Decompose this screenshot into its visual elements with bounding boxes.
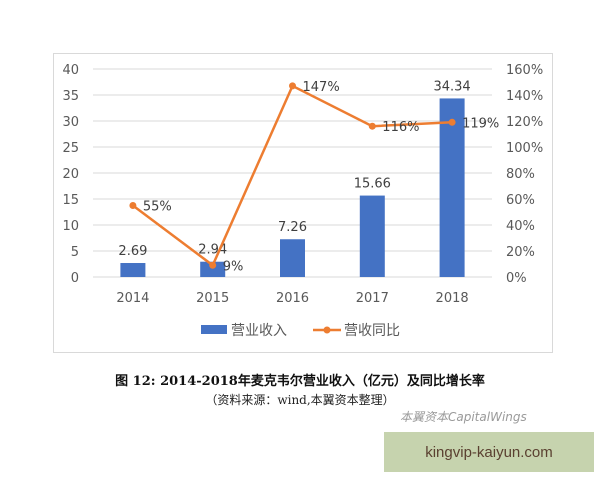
legend-swatch-bar (201, 325, 227, 334)
chart-frame (53, 53, 553, 353)
y-tick-label: 30 (62, 115, 79, 130)
x-tick-label: 2017 (356, 291, 389, 306)
bar-revenue (359, 195, 385, 277)
y-tick-label: 10 (62, 219, 79, 234)
y-tick-label: 35 (62, 89, 79, 104)
bar-data-label: 15.66 (354, 177, 391, 192)
y-tick-label: 15 (62, 193, 79, 208)
line-point (368, 122, 376, 130)
bar-data-label: 7.26 (278, 220, 307, 235)
y2-tick-label: 100% (506, 141, 543, 156)
bar-data-label: 34.34 (433, 79, 470, 94)
line-yoy-growth (132, 84, 453, 268)
figure-caption: 图 12: 2014-2018年麦克韦尔营业收入（亿元）及同比增长率 (115, 374, 485, 389)
line-data-label: 9% (223, 259, 244, 274)
bar-revenue (120, 263, 146, 277)
y-tick-label: 5 (71, 245, 79, 260)
y-tick-label: 0 (71, 271, 79, 286)
y-tick-label: 25 (62, 141, 79, 156)
y-tick-label: 40 (62, 63, 79, 78)
legend-label-bar: 营业收入 (231, 323, 287, 339)
x-tick-label: 2014 (116, 291, 149, 306)
line-data-label: 116% (382, 120, 419, 135)
line-data-label: 119% (462, 116, 499, 131)
site-banner-link[interactable]: kingvip-kaiyun.com (384, 432, 594, 472)
y2-tick-label: 160% (506, 63, 543, 78)
watermark: 本翼资本CapitalWings (400, 410, 527, 424)
y2-tick-label: 120% (506, 115, 543, 130)
y2-tick-label: 60% (506, 193, 535, 208)
y2-tick-label: 0% (506, 271, 527, 286)
y2-tick-label: 80% (506, 167, 535, 182)
y-tick-label: 20 (62, 167, 79, 182)
bar-data-label: 2.69 (118, 244, 147, 259)
bar-revenue (439, 98, 465, 277)
line-point (129, 202, 137, 209)
line-point (448, 118, 456, 126)
bar-revenue (200, 261, 226, 277)
line-data-label: 55% (143, 200, 172, 215)
y2-tick-label: 40% (506, 219, 535, 234)
line-point (289, 82, 296, 90)
bar-revenue (280, 239, 305, 277)
legend-swatch-marker (323, 326, 331, 334)
x-tick-label: 2015 (196, 291, 229, 306)
figure-source: （资料来源：wind,本翼资本整理） (205, 393, 395, 407)
line-point (209, 261, 217, 269)
x-tick-label: 2016 (276, 291, 309, 306)
y2-tick-label: 140% (506, 89, 543, 104)
x-tick-label: 2018 (436, 291, 469, 306)
legend-label-line: 营收同比 (344, 323, 400, 339)
combo-chart: 0 5 10 15 20 25 30 35 40 0% 20% 40% 60% 80% 100% 120% 14… (62, 63, 543, 339)
line-data-label: 147% (303, 80, 340, 95)
y2-tick-label: 20% (506, 245, 535, 260)
